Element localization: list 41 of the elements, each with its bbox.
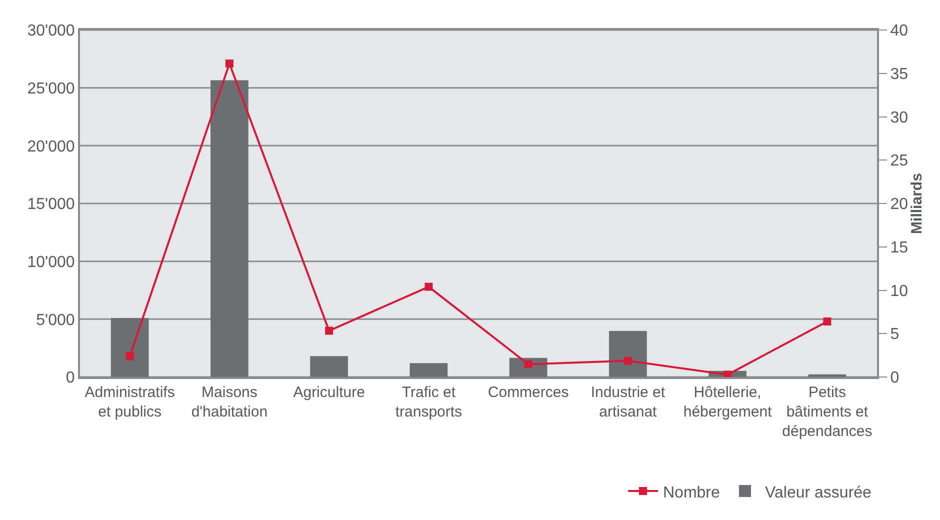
bar	[410, 363, 448, 377]
bar	[609, 331, 647, 377]
x-tick-label: Maisons d'habitation	[191, 384, 268, 420]
y2-tick-label: 35	[890, 66, 908, 83]
bar	[310, 356, 348, 377]
point	[325, 326, 334, 335]
point	[624, 356, 632, 365]
point	[724, 370, 732, 377]
x-tick-label: Petits bâtiments et dépendances	[782, 384, 872, 440]
y2-tick-label: 25	[890, 152, 908, 170]
y-tick-label: 5'000	[36, 312, 75, 329]
y2-tick-label: 0	[890, 370, 900, 387]
y-tick-label: 10'000	[27, 254, 75, 271]
x-tick-label: Administratifs et publics	[84, 384, 175, 420]
x-tick-label: Trafic et transports	[395, 384, 462, 420]
y-tick-label: 30'000	[27, 22, 75, 40]
y-tick-label: 0	[66, 370, 75, 387]
point	[225, 60, 234, 68]
x-tick-label: Commerces	[488, 384, 569, 401]
y2-tick-label: 5	[890, 326, 900, 344]
y-tick-label: 20'000	[27, 138, 75, 156]
y2-axis-title: Milliards	[908, 173, 926, 234]
x-tick-label: Industrie et artisanat	[590, 384, 666, 420]
y2-tick-label: 40	[890, 22, 908, 40]
point	[524, 360, 532, 368]
x-tick-label: Agriculture	[293, 384, 365, 401]
legend-label: Valeur assurée	[765, 484, 872, 502]
bar	[110, 318, 149, 377]
y-tick-label: 15'000	[27, 196, 75, 214]
point	[126, 352, 134, 360]
point	[424, 282, 433, 291]
point	[823, 317, 832, 326]
y2-tick-label: 20	[890, 196, 908, 214]
bar	[808, 374, 846, 377]
y2-tick-label: 30	[890, 109, 908, 126]
y2-tick-label: 15	[890, 239, 908, 256]
legend-label: Nombre	[663, 484, 720, 502]
bar	[210, 80, 248, 377]
x-tick-label: Hôtellerie, hébergement	[683, 384, 773, 420]
y2-tick-label: 10	[890, 282, 908, 300]
y-tick-label: 25'000	[27, 80, 75, 98]
